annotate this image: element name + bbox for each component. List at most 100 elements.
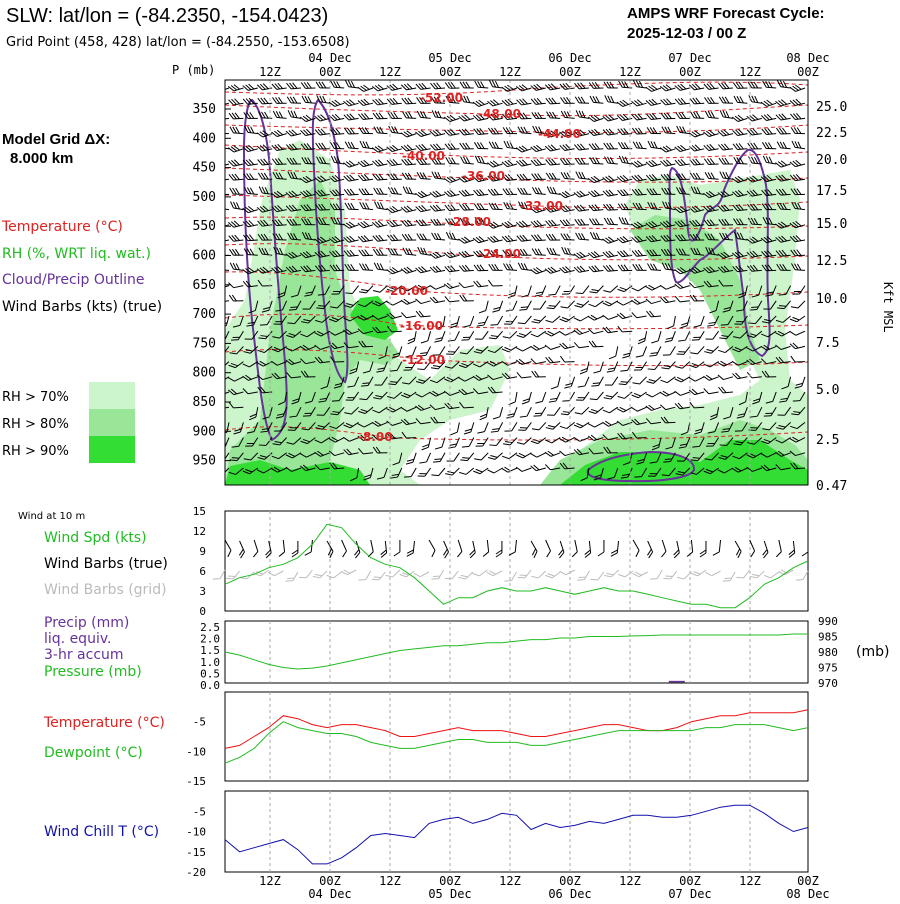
rh-swatch-70 (89, 382, 135, 409)
wind-barb (445, 464, 459, 478)
wind-barb (402, 248, 417, 255)
barb-staff (566, 316, 574, 322)
barb-feather (516, 146, 522, 153)
wind-tick-label: 3 (199, 585, 206, 598)
barb-feather (516, 359, 522, 366)
wind-barb (345, 142, 359, 149)
barb-feather (341, 551, 348, 557)
wind-barb (372, 143, 387, 153)
barb-staff (471, 422, 474, 432)
wind-barb (460, 204, 474, 211)
wind-barb (618, 566, 633, 579)
wind-barb (459, 249, 474, 258)
barb-staff (558, 377, 560, 387)
barb-staff (220, 88, 229, 91)
barb-feather (589, 302, 596, 309)
wind-barb (574, 340, 589, 348)
barb-staff (493, 209, 503, 210)
bottom-time-label: 00Z (797, 874, 819, 888)
barb-feather (632, 312, 637, 319)
barb-staff (719, 540, 720, 552)
wind-barb (431, 172, 446, 180)
top-time-label: 12Z (259, 65, 281, 79)
wind-barb (535, 390, 545, 405)
wind-barb (690, 97, 704, 104)
wind-barb (660, 387, 675, 398)
barb-staff (334, 134, 344, 135)
barb-feather (790, 161, 795, 168)
barb-staff (771, 572, 779, 578)
barb-staff (439, 570, 444, 579)
wind-barb (545, 447, 560, 458)
barb-staff (511, 316, 517, 324)
wind-barb (473, 234, 488, 244)
top-date-label: 06 Dec (548, 51, 591, 65)
barb-feather (445, 575, 452, 582)
barb-staff (781, 87, 791, 88)
wind-barb (533, 297, 546, 312)
barb-staff (522, 468, 531, 471)
barb-staff (696, 362, 704, 368)
wind-barb (791, 127, 805, 133)
wind-barb (517, 127, 531, 134)
barb-staff (493, 194, 503, 195)
barb-feather (588, 252, 593, 259)
wind-barb (689, 143, 704, 152)
wind-barb (546, 97, 560, 104)
wind-barb (329, 113, 344, 122)
wind-barb (430, 189, 445, 199)
wind-barb (802, 540, 808, 556)
wind-barb (589, 143, 603, 150)
barb-feather (401, 206, 406, 213)
barb-staff (550, 362, 560, 363)
barb-staff (466, 468, 474, 474)
barb-feather (588, 177, 594, 184)
barb-feather (690, 350, 697, 357)
wind-barb (273, 111, 288, 118)
barb-feather (252, 551, 259, 557)
wind-barb (387, 143, 402, 153)
top-date-label: 07 Dec (668, 51, 711, 65)
wind-barb (790, 341, 805, 350)
barb-staff (684, 346, 690, 354)
wind-barb (474, 142, 488, 148)
wind-barb (622, 345, 632, 360)
barb-staff (665, 118, 675, 119)
barb-staff (464, 134, 474, 135)
barb-staff (524, 438, 531, 445)
barb-staff (556, 392, 560, 401)
barb-feather (219, 84, 225, 91)
wind-barb (660, 280, 675, 291)
wind-barb (560, 418, 575, 431)
barb-feather (217, 235, 222, 242)
barb-staff (234, 286, 244, 288)
wind-barb (647, 141, 662, 149)
barb-staff (550, 193, 560, 194)
barb-feather (790, 86, 796, 93)
wind-barb (531, 462, 546, 471)
wind-barb (414, 567, 429, 579)
wind-barb (665, 329, 676, 344)
wind-barb (775, 97, 790, 107)
pressure-tick-label: 450 (193, 161, 216, 176)
wind-barb (487, 463, 502, 475)
wind-barb (431, 233, 445, 240)
wind-barb (663, 567, 676, 582)
wind-barb (446, 232, 461, 240)
barb-staff (680, 240, 690, 241)
barb-staff (525, 422, 531, 430)
wind-barb (575, 110, 590, 118)
wind-barb (575, 219, 589, 225)
wind-barb (719, 386, 733, 393)
wind-barb (344, 112, 359, 120)
wind-barb (661, 358, 675, 372)
barb-staff (637, 255, 647, 256)
barb-feather (358, 161, 363, 168)
wind-barb (387, 204, 402, 214)
wind-barb (718, 371, 733, 381)
wind-barb (646, 387, 661, 399)
barb-feather (243, 85, 248, 92)
barb-staff (435, 422, 445, 423)
barb-staff (625, 571, 633, 577)
barb-staff (712, 571, 721, 576)
